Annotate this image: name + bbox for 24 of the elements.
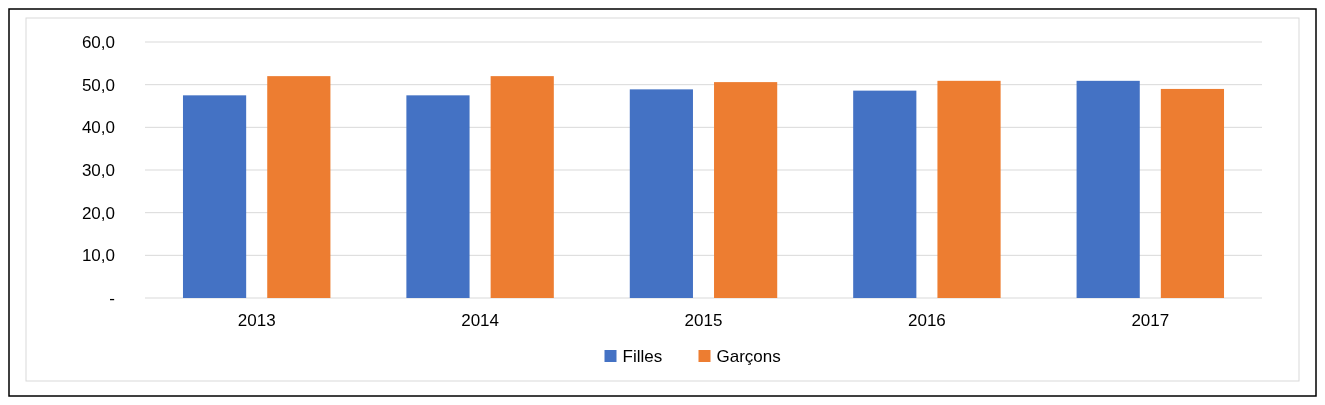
bar [1160, 88, 1225, 298]
bar [406, 95, 470, 298]
y-tick-label: 50,0 [81, 75, 115, 95]
bar [853, 90, 917, 298]
y-tick-label: 30,0 [81, 160, 115, 180]
x-tick-label: 2015 [684, 311, 723, 330]
y-tick-label: - [109, 288, 115, 308]
legend-label: Garçons [716, 346, 781, 366]
bar [714, 82, 778, 298]
bar [937, 80, 1001, 298]
x-tick-label: 2013 [237, 311, 276, 330]
bar [267, 76, 331, 298]
y-tick-label: 20,0 [81, 203, 115, 223]
y-tick-label: 40,0 [81, 118, 115, 138]
bar [182, 95, 247, 298]
y-tick-label: 60,0 [81, 32, 115, 52]
bar [490, 76, 554, 298]
bar [1076, 80, 1140, 298]
x-tick-label: 2014 [461, 311, 500, 330]
y-tick-label: 10,0 [81, 246, 115, 266]
bar [629, 89, 693, 298]
legend-label: Filles [622, 346, 663, 366]
x-tick-label: 2017 [1131, 311, 1170, 330]
x-tick-label: 2016 [907, 311, 946, 330]
